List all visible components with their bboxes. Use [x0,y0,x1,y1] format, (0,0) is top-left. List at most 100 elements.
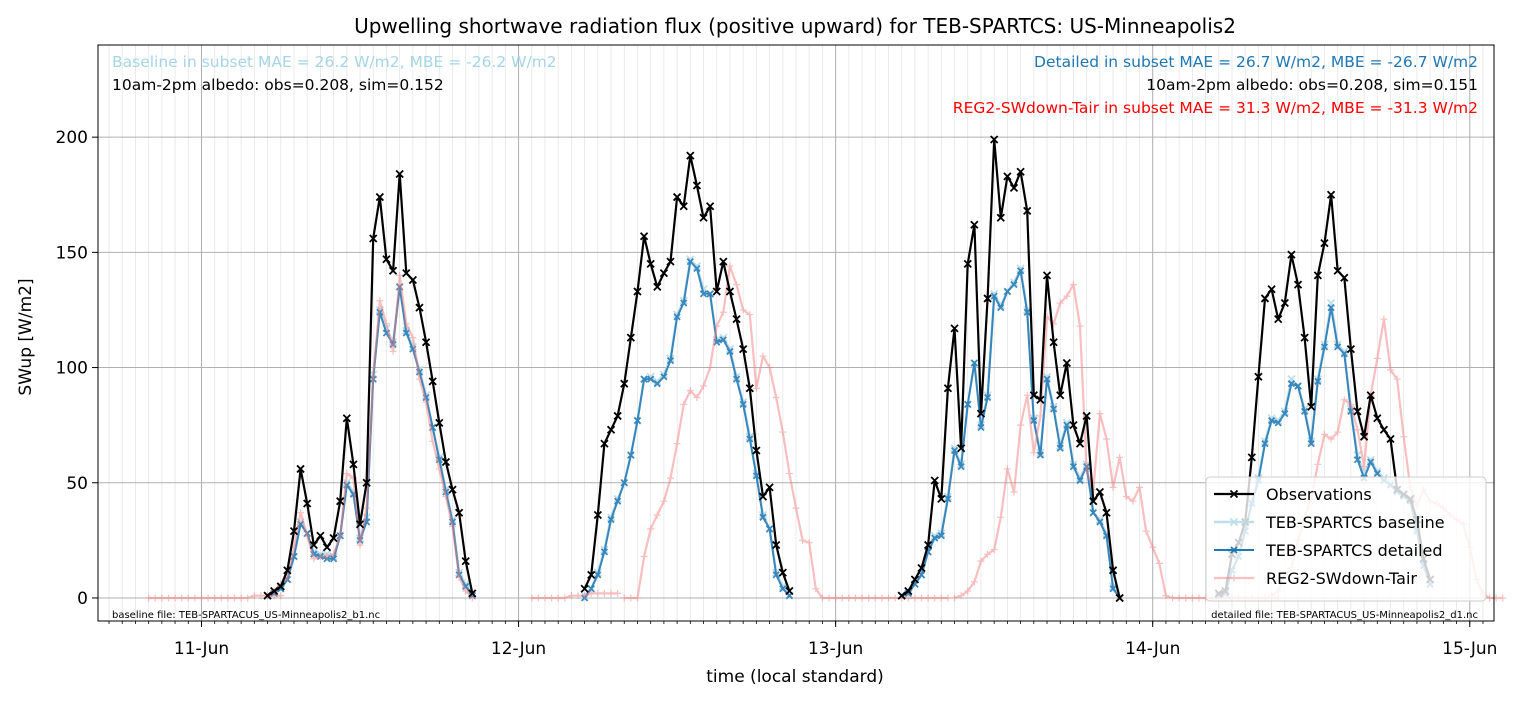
series-point-observations [606,425,616,434]
series-point-teb-detailed [957,462,965,471]
series-point-teb-detailed [1056,444,1064,452]
series-point-reg2 [1334,428,1342,436]
series-point-observations [1082,411,1091,421]
series-point-teb-detailed [970,359,978,367]
series-point-reg2 [1010,488,1018,496]
series-point-reg2 [1102,435,1110,443]
series-point-reg2 [415,375,423,383]
series-point-observations [712,287,721,296]
series-point-observations [1267,285,1276,294]
series-point-teb-detailed [693,264,701,273]
series-point-reg2 [1169,594,1177,602]
series-point-teb-detailed [1049,405,1058,413]
series-point-reg2 [891,594,899,602]
series-point-observations [1359,432,1369,441]
series-point-teb-detailed [746,435,754,443]
series-point-reg2 [330,550,338,558]
series-point-teb-baseline [653,377,662,386]
series-point-observations [349,460,358,469]
series-point-reg2 [449,523,457,531]
series-point-observations [705,202,715,211]
series-point-teb-detailed [660,373,668,381]
series-point-teb-detailed [673,313,681,321]
series-point-observations [316,531,325,540]
series-point-reg2 [660,497,668,505]
series-point-reg2 [382,320,390,328]
series-point-teb-detailed [680,299,688,307]
series-point-reg2 [409,334,417,342]
series-point-teb-detailed [931,534,939,542]
series-point-reg2 [429,437,437,445]
series-point-observations [943,384,953,393]
series-point-observations [1260,294,1270,303]
series-point-reg2 [970,578,978,586]
series-point-reg2 [706,364,714,372]
series-point-teb-detailed [594,571,602,579]
series-point-reg2 [1320,430,1328,438]
series-point-reg2 [1003,465,1011,473]
series-point-reg2 [158,594,166,602]
series-point-observations [653,282,662,292]
series-point-observations [646,259,655,269]
series-point-observations [620,379,629,388]
series-point-observations [362,478,371,487]
series-point-reg2 [435,465,443,473]
series-point-observations [1069,421,1078,430]
series-point-observations [395,169,404,179]
x-tick-label: 11-Jun [174,639,229,659]
series-point-reg2 [666,474,674,482]
series-point-observations [448,485,457,494]
series-point-observations [1009,183,1019,192]
series-point-reg2 [647,525,655,533]
series-point-teb-detailed [1314,377,1322,386]
series-point-reg2 [1023,391,1031,399]
series-point-reg2 [1486,594,1494,602]
series-point-reg2 [1076,322,1084,330]
series-point-reg2 [1096,410,1104,418]
series-point-teb-detailed [950,446,959,455]
series-point-observations [303,499,312,508]
series-point-reg2 [534,594,542,602]
series-point-reg2 [1063,292,1071,300]
series-point-reg2 [686,387,694,395]
legend-swatch-teb-baseline [1214,517,1254,527]
series-point-reg2 [1083,467,1091,475]
series-point-observations [1247,453,1256,462]
series-point-reg2 [231,594,239,602]
series-point-observations [342,414,351,423]
series-point-teb-detailed [726,347,734,356]
legend-label-teb-detailed: TEB-SPARTCS detailed [1265,541,1443,560]
series-line-reg2 [266,274,474,599]
series-point-reg2 [1387,366,1395,374]
series-point-observations [904,586,913,596]
series-point-observations [1062,358,1071,368]
series-point-reg2 [719,308,727,316]
y-tick-label: 200 [56,128,88,148]
series-point-observations [1333,266,1342,275]
series-point-reg2 [1149,543,1157,551]
series-point-teb-detailed [1016,267,1025,275]
series-point-reg2 [1347,400,1355,408]
series-point-observations [1340,273,1349,282]
detailed-error-annotation: Detailed in subset MAE = 26.7 W/m2, MBE … [1034,53,1478,71]
series-point-reg2 [257,592,265,600]
series-point-observations [382,255,391,264]
series-point-observations [679,202,688,211]
x-axis: 11-Jun 12-Jun 13-Jun 14-Jun 15-Jun [108,621,1497,659]
series-point-reg2 [528,594,536,602]
series-teb-detailed [263,257,1434,602]
series-point-teb-detailed [1023,308,1031,316]
series-point-reg2 [184,594,192,602]
series-point-teb-detailed [1334,343,1342,351]
series-point-reg2 [904,594,912,602]
legend-swatch-observations [1214,489,1254,499]
series-point-teb-detailed [653,380,661,388]
series-point-reg2 [693,394,701,402]
series-point-observations [322,543,332,552]
series-point-observations [435,418,444,427]
series-point-observations [957,444,966,453]
series-point-observations [408,275,418,285]
series-point-reg2 [1162,592,1170,600]
series-point-observations [963,259,972,269]
x-tick-label: 14-Jun [1125,639,1180,659]
